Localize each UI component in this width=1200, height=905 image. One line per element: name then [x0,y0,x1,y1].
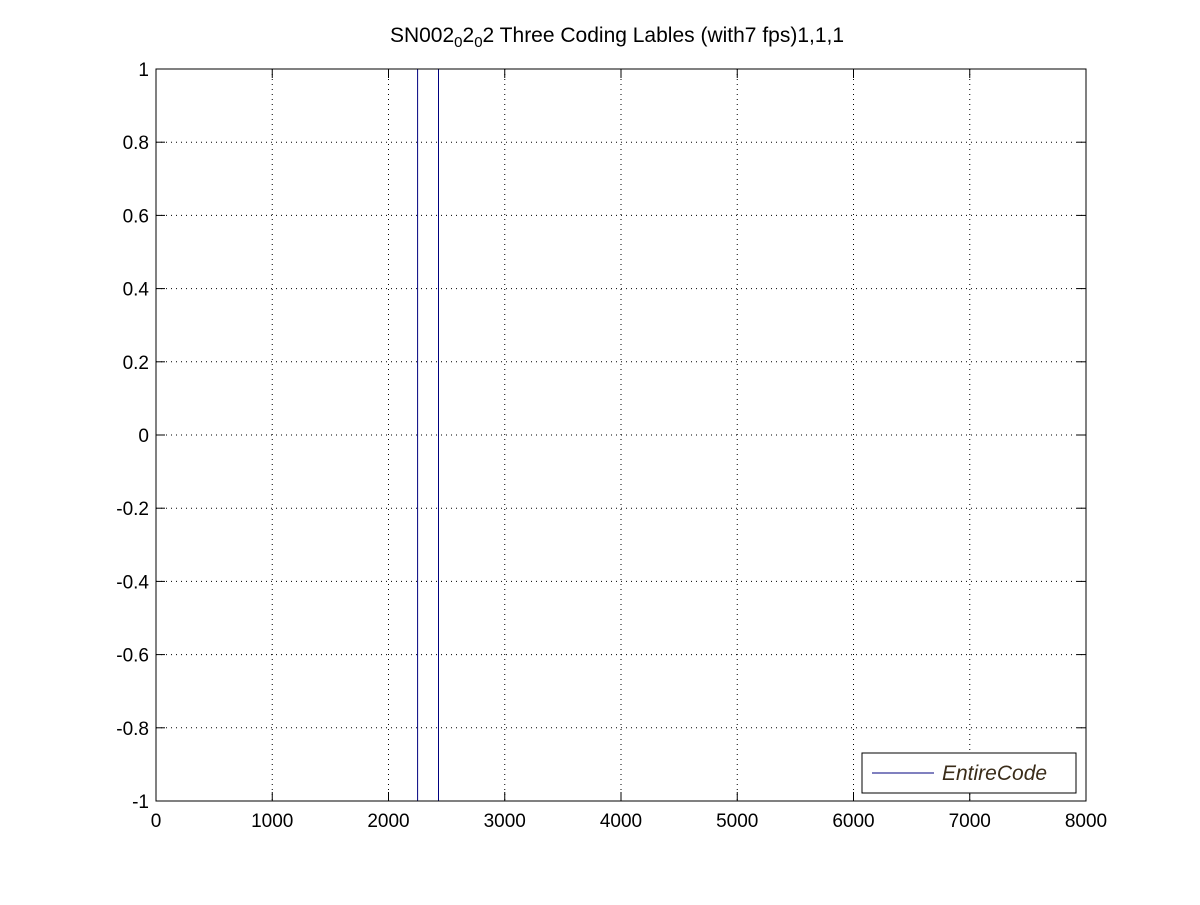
ticks [155,68,1087,802]
legend-label-entirecode: EntireCode [942,762,1047,785]
x-tick-label: 7000 [949,811,991,832]
title-part: 2 Three Coding Lables (with7 fps)1,1,1 [483,24,845,47]
legend: EntireCode [861,752,1077,794]
x-tick-label: 4000 [600,811,642,832]
x-tick-label: 8000 [1065,811,1107,832]
y-tick-label: -0.6 [116,646,149,667]
y-tick-label: -0.4 [116,572,149,593]
grid-lines [156,69,1086,801]
x-tick-label: 1000 [251,811,293,832]
y-tick-label: 0.6 [123,206,149,227]
chart-title: SN0020202 Three Coding Lables (with7 fps… [390,24,844,51]
y-tick-label: 1 [138,60,149,81]
y-tick-labels: -1 -0.8 -0.6 -0.4 -0.2 0 0.2 0.4 0.6 0.8 1 [116,60,149,813]
y-tick-label: -1 [132,792,149,813]
x-tick-labels: 0 1000 2000 3000 4000 5000 6000 7000 8000 [151,811,1107,832]
x-tick-label: 3000 [484,811,526,832]
y-tick-label: 0.4 [123,280,150,301]
x-tick-label: 2000 [367,811,409,832]
x-tick-label: 0 [151,811,162,832]
y-tick-label: 0.8 [123,133,149,154]
title-part: 0 [454,34,462,51]
y-tick-label: -0.8 [116,719,149,740]
x-tick-label: 5000 [716,811,758,832]
x-tick-label: 6000 [832,811,874,832]
y-tick-label: -0.2 [116,499,149,520]
title-part: SN002 [390,24,454,47]
title-part: 0 [474,34,482,51]
y-tick-label: 0.2 [123,353,149,374]
y-tick-label: 0 [138,426,149,447]
series-layer [417,69,439,801]
title-part: 2 [463,24,475,47]
